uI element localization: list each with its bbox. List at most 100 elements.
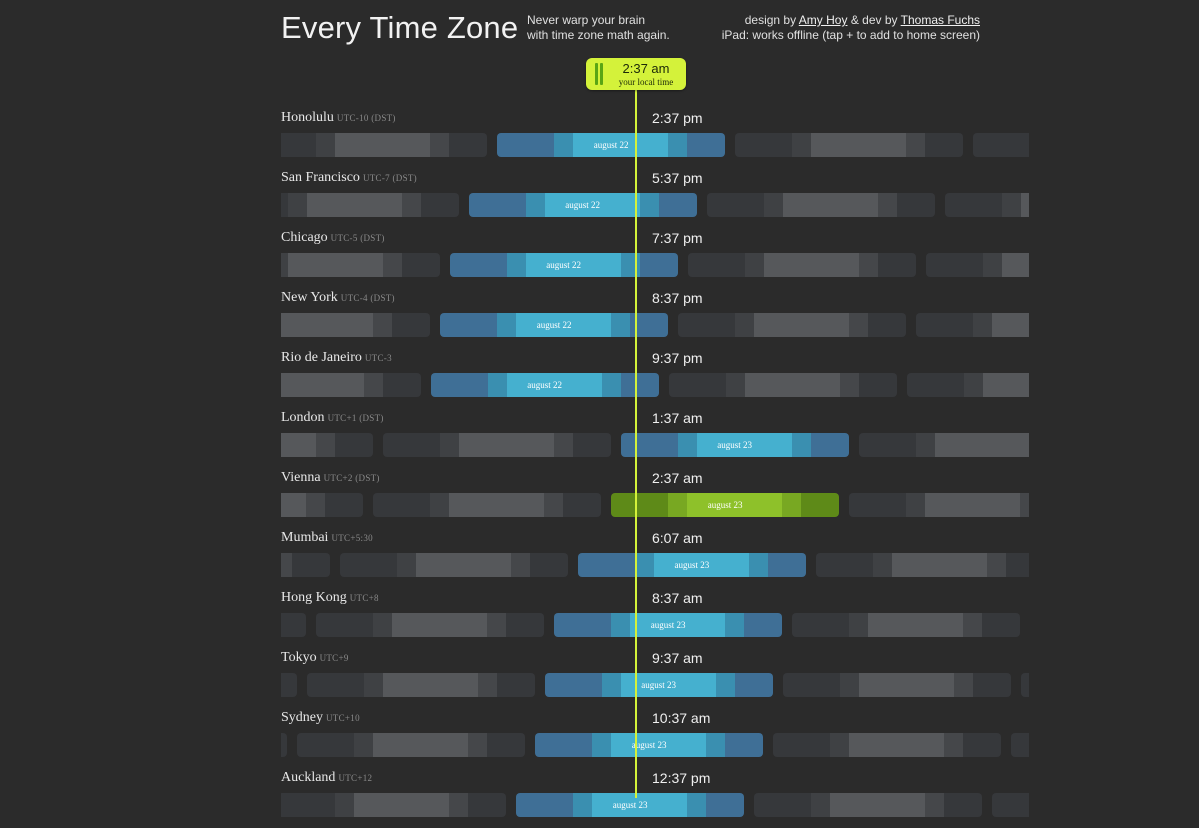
- day-bar[interactable]: [281, 193, 459, 217]
- day-bar[interactable]: [925, 253, 1029, 277]
- day-timeline[interactable]: august 23: [281, 493, 1029, 517]
- current-day-bar[interactable]: august 22: [430, 373, 659, 397]
- day-timeline[interactable]: august 22: [281, 133, 1029, 157]
- day-bar[interactable]: [944, 193, 1029, 217]
- day-bar[interactable]: [916, 313, 1029, 337]
- hour-band: [281, 373, 365, 397]
- day-bar[interactable]: [1011, 733, 1029, 757]
- day-bar[interactable]: [678, 313, 907, 337]
- day-timeline[interactable]: august 23: [281, 793, 1029, 817]
- hour-band: [392, 613, 488, 637]
- day-timeline[interactable]: august 23: [281, 673, 1029, 697]
- day-bar[interactable]: [668, 373, 897, 397]
- current-day-bar[interactable]: august 23: [554, 613, 783, 637]
- current-day-bar[interactable]: august 23: [516, 793, 745, 817]
- tagline: Never warp your brain with time zone mat…: [527, 13, 697, 43]
- hour-band: [744, 613, 783, 637]
- city-name: Vienna UTC+2 (DST): [281, 470, 380, 486]
- day-bar[interactable]: [281, 253, 440, 277]
- day-bar[interactable]: [687, 253, 916, 277]
- day-bar[interactable]: [858, 433, 1029, 457]
- day-bar[interactable]: [306, 673, 535, 697]
- day-bar[interactable]: [339, 553, 568, 577]
- current-day-bar[interactable]: august 23: [535, 733, 764, 757]
- hour-band: [477, 673, 498, 697]
- day-bar[interactable]: [281, 433, 373, 457]
- hour-band: [577, 553, 636, 577]
- current-day-bar[interactable]: august 23: [620, 433, 849, 457]
- day-timeline[interactable]: august 23: [281, 553, 1029, 577]
- day-bar[interactable]: [792, 613, 1021, 637]
- hour-band: [782, 493, 802, 517]
- current-day-bar[interactable]: august 23: [611, 493, 840, 517]
- hour-band: [811, 133, 907, 157]
- hour-band: [449, 493, 545, 517]
- day-bar[interactable]: [316, 613, 545, 637]
- current-day-bar[interactable]: august 23: [544, 673, 773, 697]
- day-bar[interactable]: [281, 133, 488, 157]
- day-timeline[interactable]: august 22: [281, 373, 1029, 397]
- day-bar[interactable]: [297, 733, 526, 757]
- hour-band: [925, 493, 1021, 517]
- current-day-bar[interactable]: august 22: [440, 313, 669, 337]
- credits-design-prefix: design by: [744, 13, 797, 27]
- day-bar[interactable]: [281, 793, 507, 817]
- developer-link[interactable]: Thomas Fuchs: [900, 13, 980, 27]
- hour-band: [601, 673, 622, 697]
- day-bar[interactable]: [973, 133, 1029, 157]
- day-bar[interactable]: [281, 673, 297, 697]
- city-name: Chicago UTC-5 (DST): [281, 230, 385, 246]
- time-zone-row: Mumbai UTC+5:30 6:07 am august 23: [0, 528, 1199, 588]
- hour-band: [925, 793, 945, 817]
- day-timeline[interactable]: august 23: [281, 613, 1029, 637]
- date-label: august 23: [641, 680, 677, 690]
- current-day-bar[interactable]: august 22: [468, 193, 697, 217]
- hour-band: [868, 613, 964, 637]
- day-timeline[interactable]: august 23: [281, 733, 1029, 757]
- hour-band: [373, 313, 393, 337]
- city-name: Tokyo UTC+9: [281, 650, 349, 666]
- day-bar[interactable]: [281, 313, 431, 337]
- day-bar[interactable]: [281, 733, 288, 757]
- day-bar[interactable]: [382, 433, 611, 457]
- time-zone-row: Tokyo UTC+9 9:37 am august 23: [0, 648, 1199, 708]
- day-bar[interactable]: [281, 553, 330, 577]
- current-day-bar[interactable]: august 22: [449, 253, 678, 277]
- zone-local-time: 2:37 am: [652, 470, 703, 486]
- day-bar[interactable]: [281, 493, 364, 517]
- ipad-offline-note: iPad: works offline (tap + to add to hom…: [721, 28, 980, 42]
- day-timeline[interactable]: august 22: [281, 253, 1029, 277]
- day-bar[interactable]: [754, 793, 983, 817]
- hour-band: [563, 493, 602, 517]
- day-bar[interactable]: [815, 553, 1029, 577]
- day-timeline[interactable]: august 22: [281, 313, 1029, 337]
- city-name: Honolulu UTC-10 (DST): [281, 110, 396, 126]
- current-day-bar[interactable]: august 22: [497, 133, 726, 157]
- hour-band: [554, 613, 612, 637]
- day-bar[interactable]: [735, 133, 964, 157]
- hour-band: [392, 313, 431, 337]
- day-bar[interactable]: [1020, 673, 1029, 697]
- hour-band: [906, 373, 965, 397]
- hour-band: [281, 313, 374, 337]
- day-bar[interactable]: [782, 673, 1011, 697]
- day-bar[interactable]: [849, 493, 1029, 517]
- designer-link[interactable]: Amy Hoy: [798, 13, 848, 27]
- hour-band: [906, 133, 926, 157]
- local-time-handle[interactable]: 2:37 am your local time: [586, 58, 686, 90]
- current-time-line[interactable]: [635, 88, 637, 798]
- hour-band: [281, 493, 307, 517]
- day-bar[interactable]: [992, 793, 1029, 817]
- day-bar[interactable]: [706, 193, 935, 217]
- city-label: Mumbai: [281, 530, 329, 545]
- day-bar[interactable]: [373, 493, 602, 517]
- hour-band: [553, 433, 574, 457]
- day-bar[interactable]: [906, 373, 1029, 397]
- current-day-bar[interactable]: august 23: [577, 553, 806, 577]
- day-bar[interactable]: [281, 373, 421, 397]
- day-timeline[interactable]: august 22: [281, 193, 1029, 217]
- day-bar[interactable]: [281, 613, 307, 637]
- day-bar[interactable]: [773, 733, 1002, 757]
- day-timeline[interactable]: august 23: [281, 433, 1029, 457]
- city-label: Honolulu: [281, 110, 334, 125]
